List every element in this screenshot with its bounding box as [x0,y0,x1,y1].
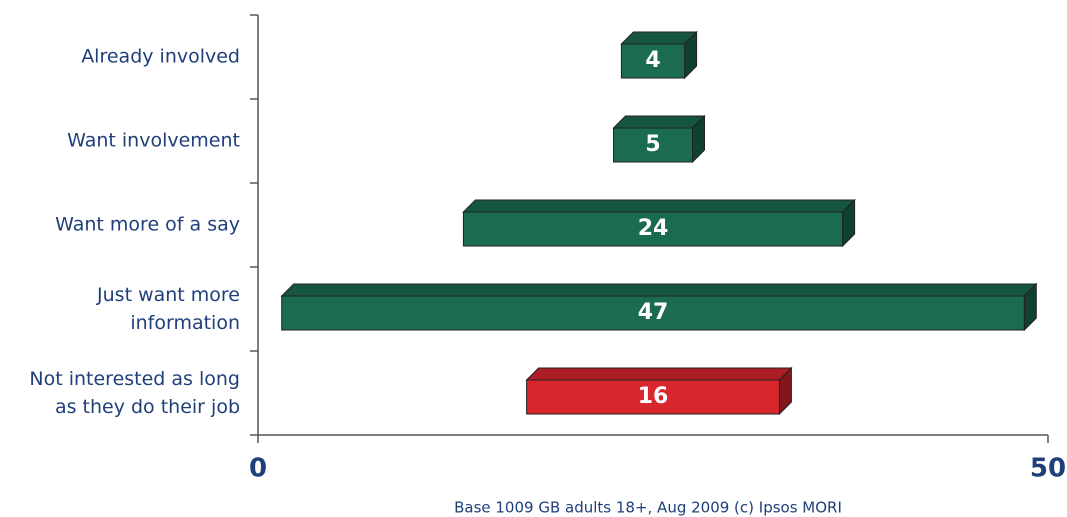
category-label: Already involved [81,46,240,68]
bar [612,114,706,164]
bar-front [526,379,780,415]
bar-top [620,31,698,45]
bar-top [612,115,706,129]
bar [462,198,856,248]
value-label: 5 [645,132,660,157]
bar-top [525,367,793,381]
value-label: 47 [638,300,669,325]
bar [280,282,1038,332]
category-label: Not interested as long as they do their j… [29,368,240,418]
category-label: Just want more information [96,284,240,334]
bar [620,30,698,80]
bar-top [462,199,856,213]
bar-front [613,127,693,163]
bar-front [462,211,844,247]
value-label: 4 [645,48,660,73]
x-tick-label: 0 [249,454,267,484]
bar-top [280,283,1038,297]
bar-front [281,295,1025,331]
category-label: Want more of a say [55,214,240,236]
bar-front [620,43,686,79]
value-label: 24 [638,216,669,241]
category-label: Want involvement [67,130,240,152]
footnote: Base 1009 GB adults 18+, Aug 2009 (c) Ip… [454,499,842,517]
value-label: 16 [638,384,669,409]
bar [525,366,793,416]
x-tick-label: 50 [1030,454,1066,484]
